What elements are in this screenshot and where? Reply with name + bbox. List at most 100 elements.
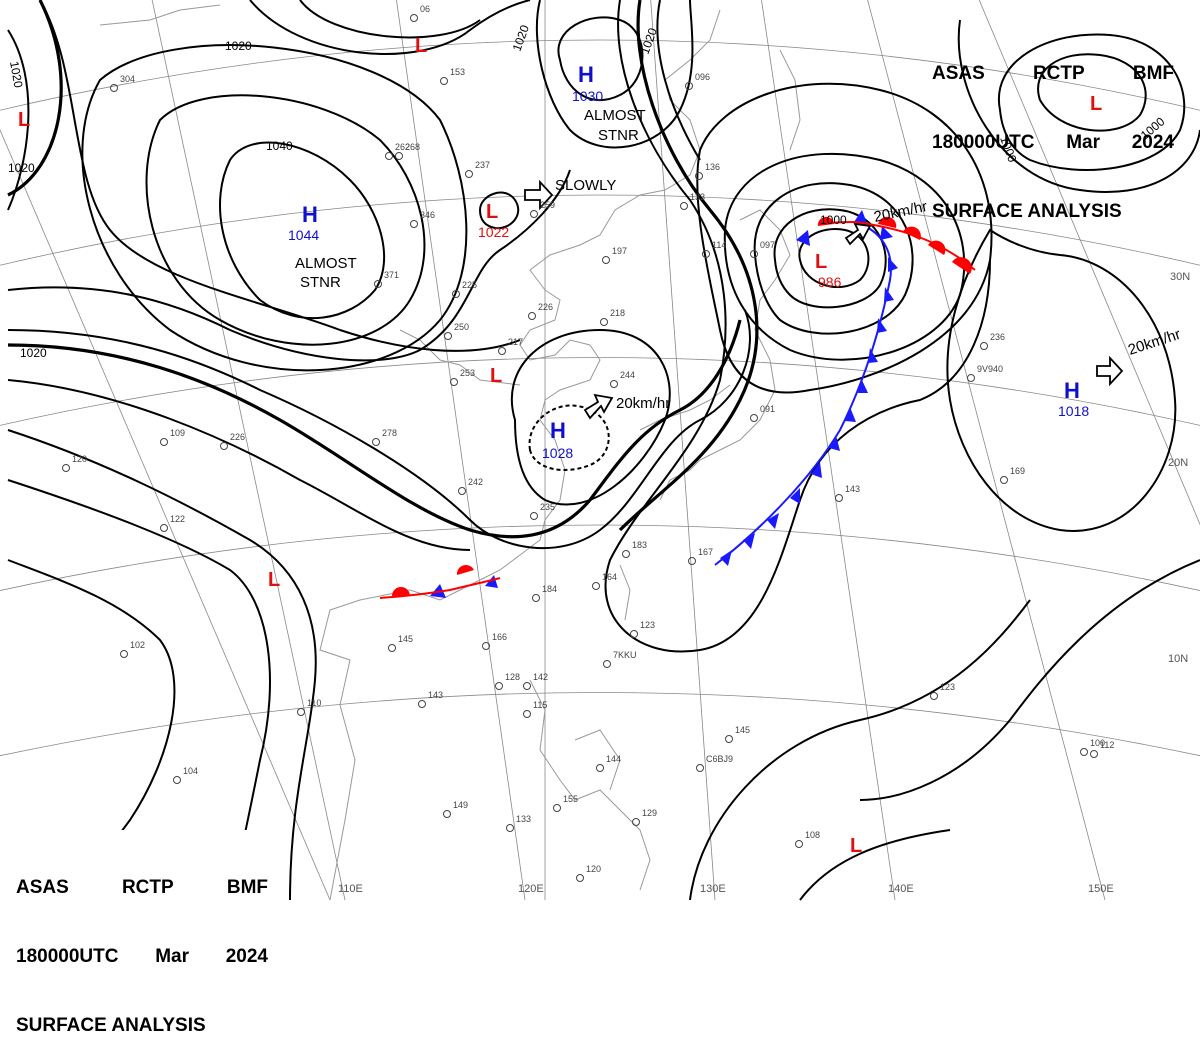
cold-front: [430, 210, 898, 598]
station-label: 197: [612, 246, 627, 256]
station-dot: [835, 494, 843, 502]
station-label: 7KKU: [613, 650, 637, 660]
latitude-label: 30N: [1170, 271, 1190, 283]
header-time: 180000UTC: [932, 132, 1035, 153]
station-label: 115: [533, 700, 547, 710]
header-bottom-left: ASAS RCTP BMF 180000UTC Mar 2024 SURFACE…: [16, 830, 268, 1060]
station-dot: [458, 487, 466, 495]
station-label: 259: [540, 200, 555, 210]
header-title: SURFACE ANALYSIS: [16, 1015, 206, 1036]
station-label: 120: [72, 454, 87, 464]
station-label: 120: [586, 864, 601, 874]
station-dot: [395, 152, 403, 160]
longitude-label: 110E: [338, 883, 363, 895]
station-dot: [750, 414, 758, 422]
header-time: 180000UTC: [16, 946, 119, 967]
station-label: 145: [735, 725, 750, 735]
station-label: 108: [805, 830, 820, 840]
isobar-label: 1020: [20, 346, 47, 360]
station-dot: [600, 318, 608, 326]
low-center-symbol: L: [486, 201, 498, 223]
station-dot: [702, 250, 710, 258]
station-dot: [1080, 748, 1088, 756]
station-label: 244: [620, 370, 635, 380]
station-dot: [120, 650, 128, 658]
station-dot: [410, 220, 418, 228]
speed-label: 20km/hr: [616, 395, 670, 412]
header-station: RCTP: [121, 877, 174, 898]
header-year: 2024: [225, 946, 268, 967]
station-label: 268: [405, 142, 420, 152]
station-dot: [592, 582, 600, 590]
station-label: 155: [563, 794, 578, 804]
station-label: 304: [120, 74, 135, 84]
station-label: 110: [307, 698, 321, 708]
warm-front: [379, 216, 976, 599]
header-code: BMF: [226, 877, 268, 898]
station-label: 236: [990, 332, 1005, 342]
station-label: 371: [384, 270, 399, 280]
almost-stnr-line1: ALMOST: [584, 107, 646, 124]
station-dot: [444, 332, 452, 340]
station-label: 109: [170, 428, 185, 438]
station-dot: [385, 152, 393, 160]
station-label: 104: [183, 766, 198, 776]
station-label: 149: [453, 800, 468, 810]
station-dots: [62, 14, 1098, 882]
header-id: ASAS: [16, 877, 69, 898]
high-center-pressure: 1028: [542, 445, 573, 461]
station-label: 128: [505, 672, 520, 682]
station-label: 278: [382, 428, 397, 438]
station-dot: [602, 256, 610, 264]
station-dot: [62, 464, 70, 472]
station-dot: [680, 202, 688, 210]
station-dot: [440, 77, 448, 85]
station-dot: [967, 374, 975, 382]
almost-stnr-line2: STNR: [598, 127, 639, 144]
station-dot: [630, 630, 638, 638]
latitude-label: 20N: [1168, 457, 1188, 469]
station-dot: [725, 735, 733, 743]
high-center-symbol: H: [550, 418, 566, 443]
grid-labels: 30N 20N 10N 110E 120E 130E 140E 150E: [338, 271, 1190, 895]
station-dot: [452, 290, 460, 298]
high-center-pressure: 1018: [1058, 403, 1089, 419]
station-label: 097: [760, 240, 775, 250]
station-dot: [160, 438, 168, 446]
station-dot: [930, 692, 938, 700]
station-dot: [610, 380, 618, 388]
station-label: 142: [533, 672, 548, 682]
header-year: 2024: [1131, 132, 1174, 153]
station-label: 346: [420, 210, 435, 220]
station-dot: [795, 840, 803, 848]
station-dot: [553, 804, 561, 812]
station-label: 144: [606, 754, 621, 764]
station-dot: [297, 708, 305, 716]
header-station: RCTP: [1032, 63, 1085, 84]
header-title: SURFACE ANALYSIS: [932, 201, 1122, 222]
high-center-symbol: H: [578, 62, 594, 87]
station-dot: [1000, 476, 1008, 484]
isobar-label: 1020: [7, 60, 25, 89]
station-label: 183: [632, 540, 647, 550]
isobar-label: 1040: [266, 139, 293, 153]
high-pressure-centers: H 1044 H 1030 H 1028 H 1018: [288, 62, 1089, 461]
station-dot: [685, 82, 693, 90]
low-center-symbol: L: [850, 835, 862, 857]
station-dot: [374, 280, 382, 288]
station-label: 102: [130, 640, 145, 650]
station-label: 133: [690, 192, 705, 202]
longitude-label: 150E: [1088, 883, 1114, 895]
station-label: 143: [845, 484, 860, 494]
isobar-label: 1020: [8, 161, 35, 175]
low-pressure-centers: L 1022 L 986 L L L L L L: [18, 35, 1102, 857]
station-dot: [482, 642, 490, 650]
station-dot: [750, 250, 758, 258]
low-center-pressure: 986: [818, 274, 842, 290]
station-dot: [603, 660, 611, 668]
longitude-label: 120E: [518, 883, 544, 895]
station-dot: [530, 512, 538, 520]
low-center-symbol: L: [18, 109, 30, 131]
